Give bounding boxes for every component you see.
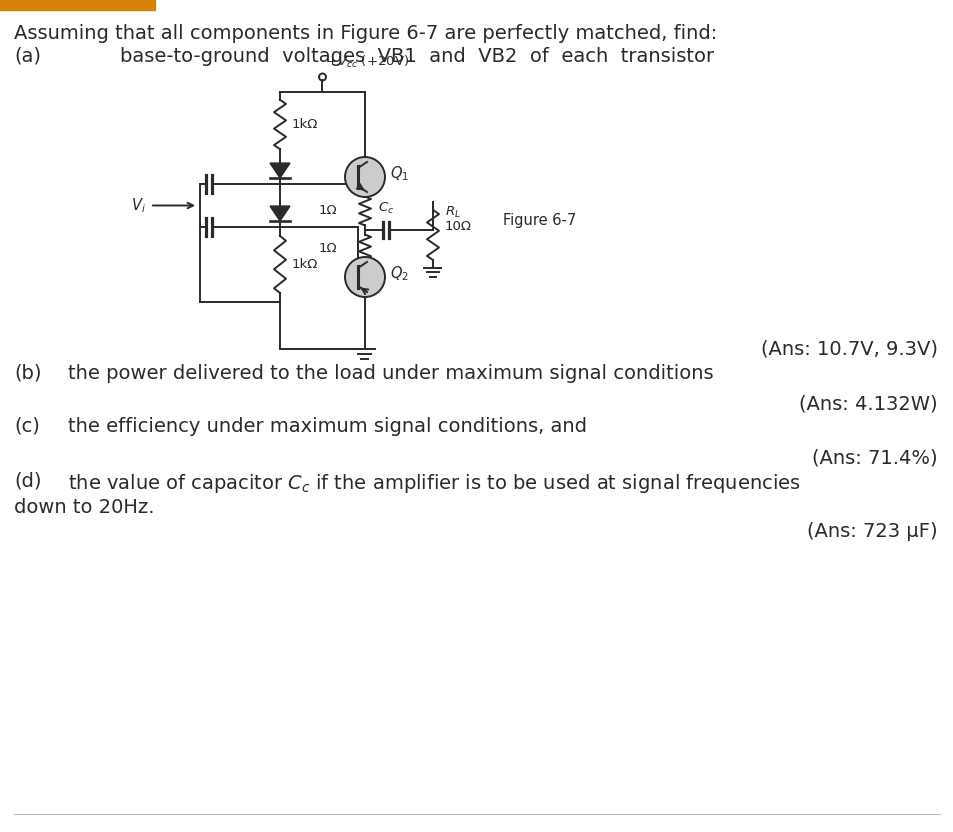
Text: 10Ω: 10Ω — [444, 220, 472, 232]
Text: $Q_1$: $Q_1$ — [390, 165, 409, 183]
Text: 1kΩ: 1kΩ — [292, 118, 318, 131]
Text: Figure 6-7: Figure 6-7 — [502, 212, 576, 227]
Text: 1kΩ: 1kΩ — [292, 258, 318, 271]
Text: (a): (a) — [14, 47, 41, 66]
Text: (Ans: 723 μF): (Ans: 723 μF) — [806, 522, 937, 541]
Text: the power delivered to the load under maximum signal conditions: the power delivered to the load under ma… — [68, 364, 713, 383]
Text: the efficiency under maximum signal conditions, and: the efficiency under maximum signal cond… — [68, 417, 586, 436]
Text: the value of capacitor $C_c$ if the amplifier is to be used at signal frequencie: the value of capacitor $C_c$ if the ampl… — [68, 472, 801, 495]
Text: $R_L$: $R_L$ — [444, 205, 460, 220]
Text: (d): (d) — [14, 472, 42, 491]
Text: (Ans: 10.7V, 9.3V): (Ans: 10.7V, 9.3V) — [760, 340, 937, 359]
Bar — [0, 0, 154, 10]
Text: (c): (c) — [14, 417, 40, 436]
Text: down to 20Hz.: down to 20Hz. — [14, 498, 154, 517]
Text: (b): (b) — [14, 364, 42, 383]
Text: (Ans: 71.4%): (Ans: 71.4%) — [812, 449, 937, 468]
Text: 1Ω: 1Ω — [318, 205, 336, 217]
Circle shape — [345, 157, 385, 197]
Text: (Ans: 4.132W): (Ans: 4.132W) — [799, 395, 937, 414]
Text: $Q_2$: $Q_2$ — [390, 265, 409, 284]
Text: +$V_{cc}$ (+20V): +$V_{cc}$ (+20V) — [326, 54, 409, 70]
Circle shape — [345, 257, 385, 297]
Text: base-to-ground  voltages  VB1  and  VB2  of  each  transistor: base-to-ground voltages VB1 and VB2 of e… — [120, 47, 714, 66]
Text: $C_c$: $C_c$ — [377, 201, 394, 216]
Text: 1Ω: 1Ω — [318, 242, 336, 255]
Text: $V_i$: $V_i$ — [132, 196, 146, 215]
Text: Assuming that all components in Figure 6-7 are perfectly matched, find:: Assuming that all components in Figure 6… — [14, 24, 717, 43]
Polygon shape — [270, 163, 290, 178]
Polygon shape — [270, 206, 290, 221]
